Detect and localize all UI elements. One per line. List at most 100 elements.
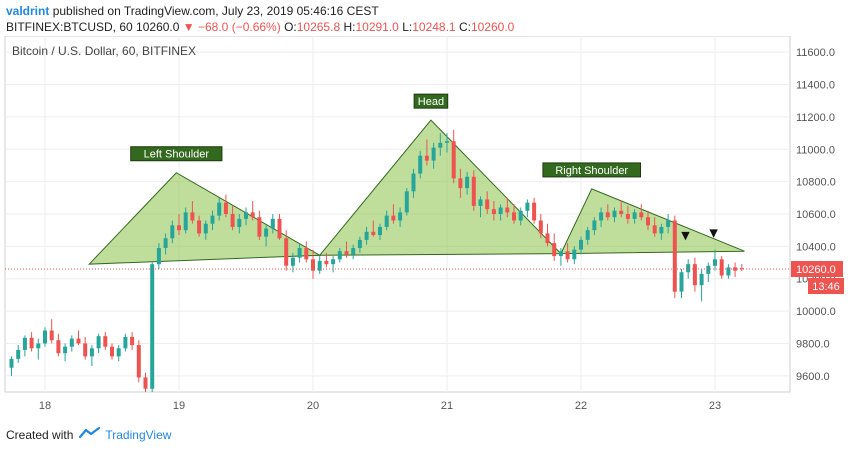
open-value: 10265.8 (296, 20, 341, 34)
low-value: 10248.1 (412, 20, 456, 34)
candle-body (69, 338, 74, 347)
close-label: C: (458, 20, 471, 34)
publish-info: valdrint published on TradingView.com, J… (6, 4, 379, 18)
candle-body (505, 207, 510, 213)
symbol-label: BITFINEX:BTCUSD, 60 (6, 20, 133, 34)
pattern-label: Right Shoulder (555, 165, 628, 177)
candle-body (177, 225, 181, 231)
symbol-ohlc-line: BITFINEX:BTCUSD, 60 10260.0 ▼ −68.0 (−0.… (6, 20, 514, 34)
candle-body (103, 336, 108, 347)
candle-body (257, 217, 262, 237)
down-triangle-marker: ▼ (709, 227, 718, 240)
candle-body (364, 231, 369, 240)
candle-body (726, 267, 731, 276)
down-triangle-marker: ▼ (681, 229, 690, 242)
last-price: 10260.0 (136, 20, 180, 34)
x-tick-label: 19 (173, 400, 185, 412)
pattern-label: Head (418, 96, 444, 108)
candle-body (418, 155, 423, 174)
candle-body (250, 212, 255, 218)
candle-body (659, 226, 664, 234)
candle-body (558, 251, 563, 257)
candle-body (203, 223, 208, 234)
y-tick-label: 10800.0 (796, 177, 836, 189)
candle-body (605, 212, 610, 218)
price-tag-label: 10260.0 (796, 264, 836, 276)
tradingview-logo-icon[interactable] (79, 426, 101, 442)
candle-body (532, 202, 537, 221)
candle-body (552, 243, 557, 257)
candle-body (130, 336, 135, 346)
pattern-triangle (88, 172, 322, 265)
x-tick-label: 21 (441, 400, 453, 412)
x-tick-label: 18 (39, 400, 51, 412)
candle-body (384, 215, 389, 227)
candle-body (317, 260, 322, 271)
pattern-label-box (130, 146, 223, 162)
candle-body (445, 141, 449, 143)
y-tick-label: 11400.0 (796, 80, 835, 92)
candle-body (29, 337, 34, 349)
candle-body (311, 259, 315, 271)
candle-body (512, 212, 516, 221)
candle-body (686, 264, 691, 273)
candle-body (692, 264, 697, 286)
candle-body (190, 212, 195, 221)
candle-body (733, 267, 738, 271)
candle-body (478, 199, 483, 206)
created-with-label: Created with (6, 427, 74, 442)
x-tick-label: 23 (709, 400, 721, 412)
candle-body (652, 225, 657, 234)
candle-body (518, 210, 523, 221)
x-tick-label: 20 (307, 400, 319, 412)
candle-body (36, 343, 41, 349)
candle-body (230, 214, 235, 227)
candle-body (63, 346, 68, 354)
candle-body (672, 220, 677, 292)
candle-body (297, 247, 302, 258)
candle-body (378, 226, 382, 236)
candle-body (525, 202, 530, 211)
candle-body (592, 220, 597, 231)
time-tag-box (808, 278, 844, 295)
chart-header: valdrint published on TradingView.com, J… (4, 0, 846, 36)
candle-body (331, 259, 336, 265)
candle-body (337, 251, 342, 260)
candle-body (150, 264, 155, 389)
chart-area[interactable]: 9600.09800.010000.010200.010400.010600.0… (0, 36, 850, 420)
candle-body (713, 259, 717, 266)
candle-body (646, 217, 650, 226)
candle-body (223, 202, 228, 214)
candle-body (451, 141, 456, 179)
candle-body (22, 337, 27, 350)
high-value: 10291.0 (355, 20, 399, 34)
candle-body (284, 238, 289, 266)
candle-body (565, 251, 570, 260)
candle-body (96, 336, 101, 349)
candlestick-chart[interactable]: 9600.09800.010000.010200.010400.010600.0… (0, 36, 850, 420)
candle-body (43, 330, 47, 344)
y-tick-label: 10600.0 (796, 209, 836, 221)
candle-body (270, 218, 275, 229)
candle-body (706, 265, 711, 274)
low-label: L: (402, 20, 413, 34)
candle-body (639, 212, 644, 218)
candle-body (619, 210, 624, 214)
candle-body (471, 176, 476, 206)
candle-body (485, 199, 490, 210)
tradingview-brand[interactable]: TradingView (105, 427, 172, 442)
candle-body (197, 220, 202, 234)
author-link[interactable]: valdrint (6, 4, 50, 18)
candle-body (49, 330, 54, 341)
time-tag-label: 13:46 (812, 281, 840, 293)
candle-body (116, 348, 121, 357)
candle-body (491, 209, 496, 214)
pattern-label-box (542, 162, 642, 178)
candle-body (76, 338, 81, 344)
candle-body (143, 377, 148, 389)
candle-body (357, 239, 362, 248)
candle-body (431, 147, 436, 161)
candle-body (498, 207, 503, 214)
candle-body (83, 343, 88, 357)
candle-body (89, 348, 94, 357)
